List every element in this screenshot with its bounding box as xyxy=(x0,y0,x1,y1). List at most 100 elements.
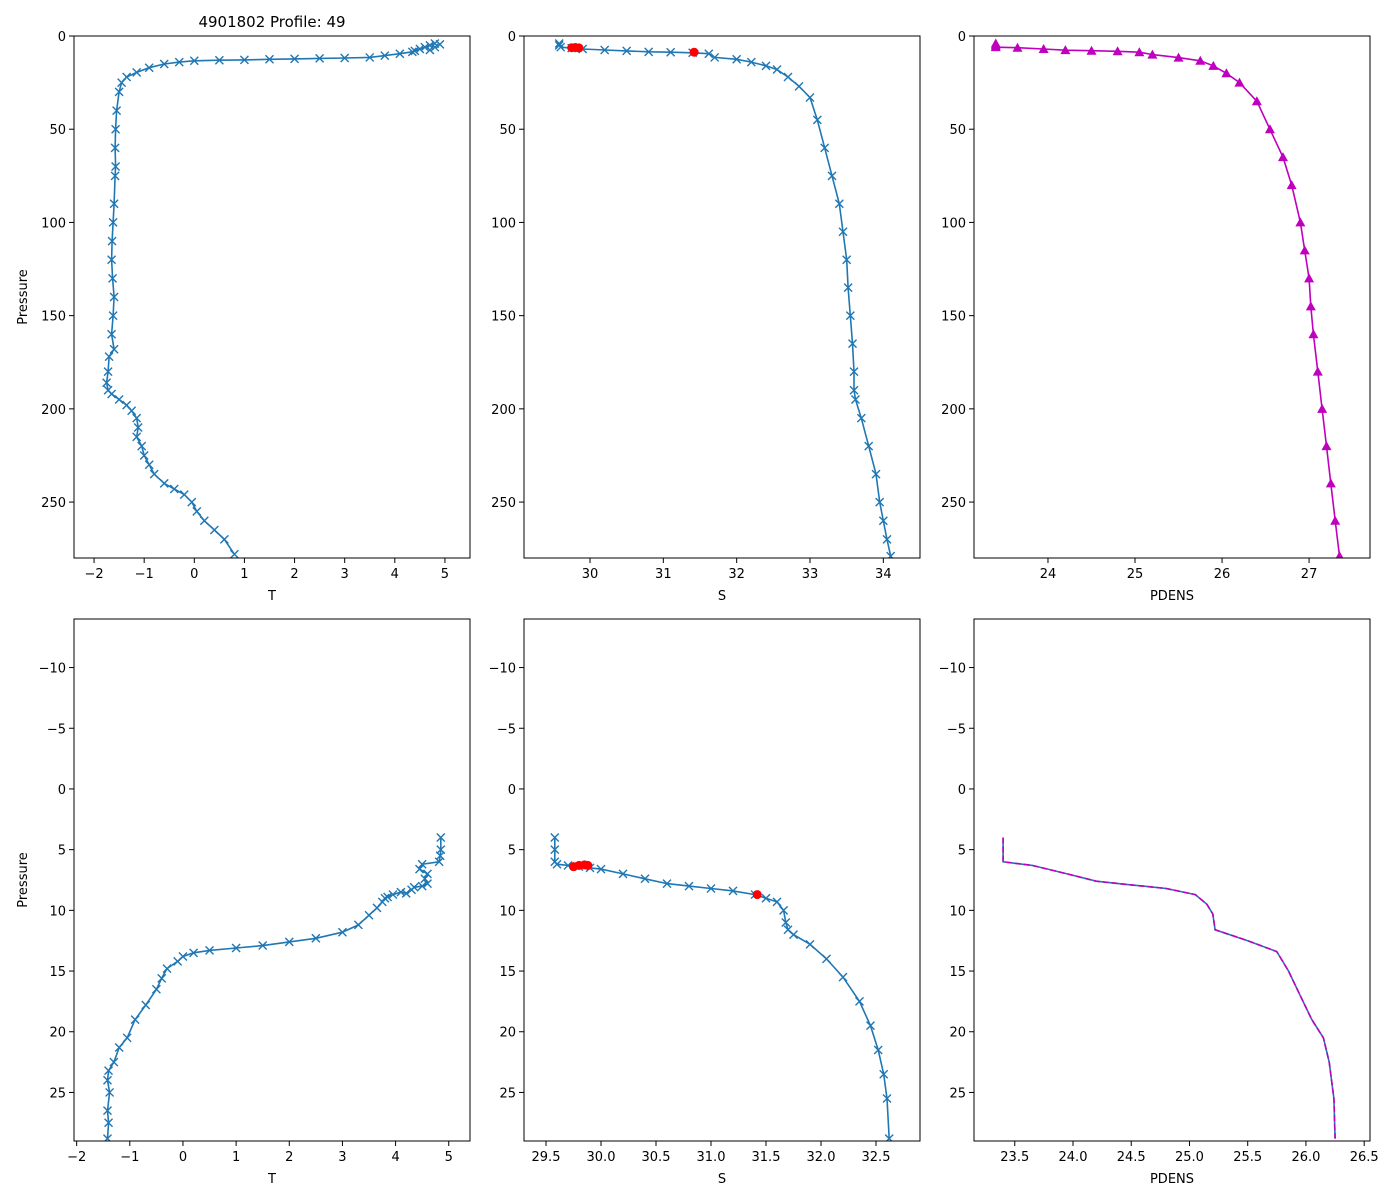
y-tick-label: 150 xyxy=(41,310,66,325)
x-tick-label: −2 xyxy=(67,1150,86,1165)
data-point xyxy=(761,893,771,903)
x-tick-label: 0 xyxy=(179,1150,187,1165)
data-point xyxy=(596,864,606,874)
data-point xyxy=(550,845,560,855)
data-point xyxy=(420,874,430,884)
data-point xyxy=(886,551,896,558)
x-tick-label: 27 xyxy=(1301,567,1318,582)
data-point xyxy=(122,1033,132,1043)
data-point xyxy=(662,879,672,889)
data-point xyxy=(192,506,202,516)
data-point xyxy=(864,441,874,451)
data-point xyxy=(781,917,791,927)
y-tick-label: 250 xyxy=(491,496,516,511)
data-point xyxy=(114,395,124,405)
axes-frame xyxy=(73,618,471,1142)
data-point xyxy=(422,879,432,889)
data-point xyxy=(239,55,249,65)
data-point xyxy=(417,881,427,891)
y-tick-label: 100 xyxy=(491,216,516,231)
data-point xyxy=(990,42,1001,52)
x-tick-label: 26 xyxy=(1214,567,1231,582)
x-tick-label: 32.5 xyxy=(862,1150,891,1165)
data-point xyxy=(151,984,161,994)
axes-frame xyxy=(973,618,1371,1142)
data-point xyxy=(434,857,444,867)
data-point xyxy=(311,933,321,943)
data-point xyxy=(1264,124,1275,134)
data-point xyxy=(789,930,798,940)
data-point xyxy=(1173,52,1184,62)
data-point xyxy=(882,1094,892,1104)
data-point xyxy=(752,890,762,900)
x-tick-label: 32 xyxy=(728,567,745,582)
x-tick-label: 30.5 xyxy=(642,1150,671,1165)
data-point xyxy=(340,53,350,63)
y-tick-label: 200 xyxy=(41,403,66,418)
data-point xyxy=(684,881,694,891)
data-point xyxy=(117,78,127,88)
data-point xyxy=(1299,245,1310,255)
data-point xyxy=(878,516,888,526)
data-point xyxy=(805,93,815,103)
data-point xyxy=(110,143,120,153)
data-point xyxy=(209,525,219,535)
data-point xyxy=(842,255,852,265)
figure-title: 4901802 Profile: 49 xyxy=(198,13,345,31)
data-point xyxy=(109,199,119,209)
data-point xyxy=(415,864,424,874)
x-tick-label: 1 xyxy=(232,1150,240,1165)
data-point xyxy=(231,943,241,953)
data-point xyxy=(1312,366,1323,376)
data-point xyxy=(552,859,562,869)
axes-frame xyxy=(73,35,471,559)
data-point xyxy=(258,941,268,951)
y-tick-label: 15 xyxy=(49,965,66,980)
data-point xyxy=(622,46,632,56)
data-point xyxy=(205,945,215,955)
data-point xyxy=(1317,403,1328,413)
y-tick-label: 0 xyxy=(508,783,516,798)
data-point xyxy=(805,939,815,949)
y-tick-label: 150 xyxy=(941,310,966,325)
data-point xyxy=(189,948,199,958)
x-tick-label: 30 xyxy=(582,567,599,582)
axes-frame xyxy=(523,618,921,1142)
data-point xyxy=(843,283,853,293)
y-tick-label: 20 xyxy=(499,1026,516,1041)
plot-area xyxy=(102,38,445,558)
data-point xyxy=(102,1106,112,1116)
data-point xyxy=(879,1069,889,1079)
data-point xyxy=(108,217,118,227)
x-tick-label: 23.5 xyxy=(1000,1150,1029,1165)
data-point xyxy=(169,484,179,494)
series-s-flagged xyxy=(569,860,762,900)
data-point xyxy=(704,49,714,59)
y-tick-label: 0 xyxy=(958,783,966,798)
y-tick-label: −5 xyxy=(497,722,516,737)
data-point xyxy=(107,329,117,339)
data-point xyxy=(871,469,881,479)
data-point xyxy=(173,956,183,966)
series-line xyxy=(995,43,1341,557)
y-tick-label: 200 xyxy=(941,403,966,418)
data-point xyxy=(102,378,112,388)
y-tick-label: 250 xyxy=(941,496,966,511)
x-tick-label: 34 xyxy=(875,567,892,582)
data-point xyxy=(1060,45,1071,55)
data-point xyxy=(290,54,300,64)
data-point xyxy=(410,46,420,56)
data-point xyxy=(1305,301,1316,311)
data-point xyxy=(137,441,147,451)
data-point xyxy=(1134,47,1145,57)
plot-area xyxy=(102,833,446,1141)
data-point xyxy=(229,549,239,558)
series-line xyxy=(558,43,892,557)
data-point xyxy=(112,106,122,116)
data-point xyxy=(396,887,406,897)
data-point xyxy=(845,311,855,321)
data-point xyxy=(108,273,118,283)
data-point xyxy=(583,860,593,870)
